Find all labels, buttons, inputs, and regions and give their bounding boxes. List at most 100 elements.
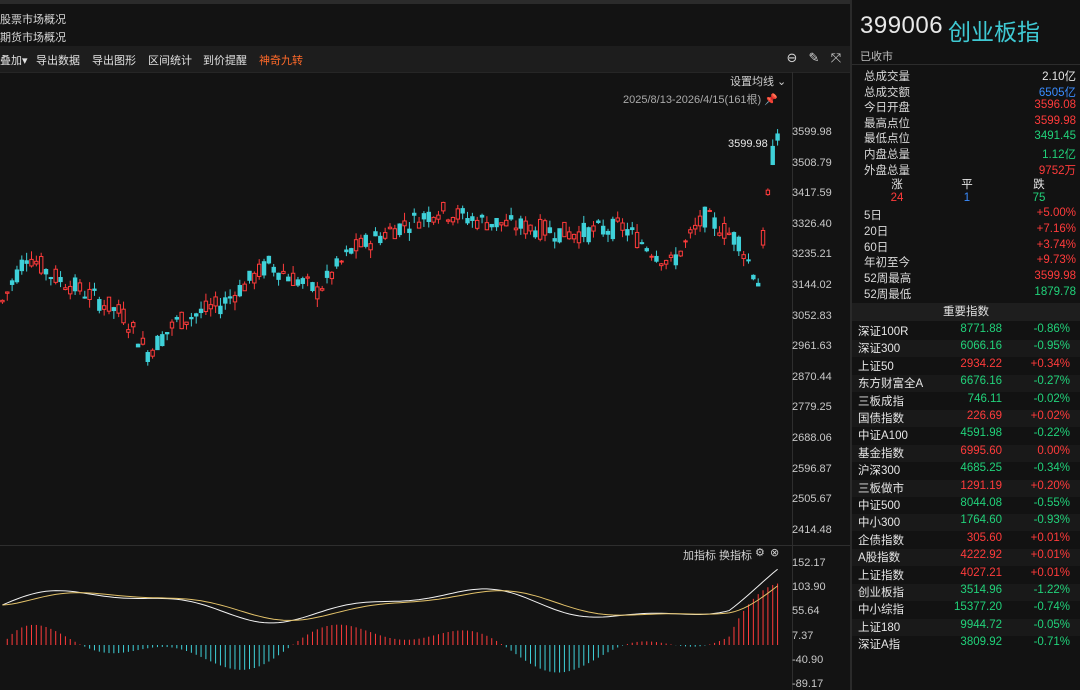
index-row[interactable]: 上证50 2934.22 +0.34% (852, 358, 1080, 375)
candle (533, 226, 538, 239)
candle (489, 223, 494, 231)
candle (567, 226, 572, 240)
candle (746, 253, 751, 264)
futures-market-link[interactable]: 期货市场概况 (0, 32, 66, 44)
index-row-name: A股指数 (858, 552, 901, 565)
index-row-change: +0.34% (1030, 357, 1070, 370)
indicator-tick: 7.37 (792, 629, 814, 642)
candle (392, 224, 398, 240)
stat-label: 今日开盘 (864, 102, 910, 115)
candle (644, 246, 649, 253)
price-tick: 2596.87 (792, 462, 832, 475)
index-row-price: 3514.96 (960, 584, 1002, 596)
index-row-price: 6066.16 (960, 340, 1002, 353)
pin-icon[interactable]: 📌 (764, 94, 778, 106)
stat-value: 3596.08 (1034, 99, 1076, 112)
index-row-price: 8771.88 (960, 323, 1002, 335)
candle (722, 216, 727, 246)
stat-label: 内盘总量 (864, 149, 910, 161)
pen-icon[interactable]: ✎ (808, 50, 820, 65)
candle (48, 276, 54, 286)
candle (203, 293, 209, 315)
index-row[interactable]: 中证A100 4591.98 -0.22% (852, 427, 1080, 444)
index-row[interactable]: 三板做市 1291.19 +0.20% (852, 479, 1080, 497)
index-row[interactable]: 企债指数 305.60 +0.01% (852, 532, 1080, 549)
index-row[interactable]: 基金指数 6995.60 0.00% (852, 444, 1080, 462)
ma-settings-button[interactable]: 设置均线 ⌄ (730, 76, 787, 88)
candle (363, 233, 368, 249)
index-row-change: -0.05% (1033, 618, 1070, 631)
index-row-price: 4222.92 (960, 549, 1002, 562)
index-row[interactable]: 创业板指 3514.96 -1.22% (852, 584, 1080, 601)
candle (145, 350, 150, 366)
export-graphic-button[interactable]: 导出图形 (92, 55, 136, 67)
candle (445, 218, 451, 225)
index-row-price: 1764.60 (960, 514, 1002, 527)
index-row[interactable]: 中证500 8044.08 -0.55% (852, 497, 1080, 514)
stat-row: 内盘总量 1.12亿 (864, 146, 1076, 161)
index-row[interactable]: 东方财富全A 6676.16 -0.27% (852, 375, 1080, 393)
candle (610, 216, 616, 242)
index-row[interactable]: 国债指数 226.69 +0.02% (852, 410, 1080, 427)
flat-count: 1 (963, 192, 971, 204)
export-data-button[interactable]: 导出数据 (36, 55, 80, 67)
candle (227, 289, 233, 305)
candle (9, 278, 15, 292)
index-row[interactable]: 深证A指 3809.92 -0.71% (852, 636, 1080, 653)
candle (479, 213, 485, 224)
candle (387, 223, 393, 230)
candle (72, 274, 78, 295)
stock-market-link[interactable]: 股票市场概况 (0, 14, 66, 26)
minus-circle-icon[interactable]: ⊖ (786, 50, 798, 65)
close-icon[interactable]: ⊗ (770, 547, 780, 559)
candle (121, 301, 126, 326)
index-row[interactable]: 中小300 1764.60 -0.93% (852, 514, 1080, 532)
gear-icon[interactable]: ⚙ (755, 547, 765, 559)
index-row-change: -0.93% (1033, 514, 1070, 527)
index-row[interactable]: 三板成指 746.11 -0.02% (852, 393, 1080, 410)
period-value: +3.74% (1036, 238, 1076, 251)
macd-chart[interactable] (0, 560, 790, 690)
stat-row: 外盘总量 9752万 (864, 162, 1076, 177)
candle (0, 299, 5, 304)
index-row[interactable]: 深证300 6066.16 -0.95% (852, 340, 1080, 358)
period-label: 5日 (864, 210, 882, 222)
candle (247, 270, 252, 284)
rise-label: 涨 (891, 179, 903, 191)
candle (663, 259, 669, 270)
stat-value: 9752万 (1038, 164, 1076, 177)
candle (358, 234, 364, 248)
candle (499, 222, 504, 232)
period-value: +9.73% (1036, 254, 1076, 267)
candle (426, 206, 431, 228)
candle (184, 321, 189, 330)
price-tick: 3235.21 (792, 248, 832, 261)
switch-indicator-button[interactable]: 换指标 (719, 550, 752, 562)
fullscreen-icon[interactable]: ⤧ (830, 50, 842, 65)
indicator-tick: -40.90 (792, 653, 824, 666)
candle (518, 215, 524, 235)
index-row-name: 中证500 (858, 500, 901, 512)
index-row[interactable]: 中小综指 15377.20 -0.74% (852, 601, 1080, 618)
index-row[interactable]: A股指数 4222.92 +0.01% (852, 549, 1080, 567)
index-row-name: 企债指数 (858, 534, 904, 547)
index-row-change: +0.01% (1030, 531, 1070, 544)
candle (562, 221, 567, 238)
range-stats-button[interactable]: 区间统计 (148, 55, 192, 67)
candle (58, 271, 63, 288)
add-indicator-button[interactable]: 加指标 (683, 550, 716, 562)
stat-label: 总成交额 (864, 86, 910, 99)
candlestick-chart[interactable]: 3599.98 (0, 112, 790, 542)
overlay-button[interactable]: 叠加▾ (0, 55, 28, 67)
price-alert-button[interactable]: 到价提醒 (203, 55, 247, 67)
index-row[interactable]: 深证100R 8771.88 -0.86% (852, 323, 1080, 340)
magic-nine-button[interactable]: 神奇九转 (259, 55, 303, 67)
index-row[interactable]: 上证指数 4027.21 +0.01% (852, 567, 1080, 584)
period-label: 年初至今 (864, 257, 910, 270)
candle (450, 216, 456, 226)
index-row[interactable]: 沪深300 4685.25 -0.34% (852, 462, 1080, 479)
candle (266, 255, 272, 265)
candle (552, 232, 557, 249)
index-row[interactable]: 上证180 9944.72 -0.05% (852, 618, 1080, 636)
candle (106, 296, 112, 315)
